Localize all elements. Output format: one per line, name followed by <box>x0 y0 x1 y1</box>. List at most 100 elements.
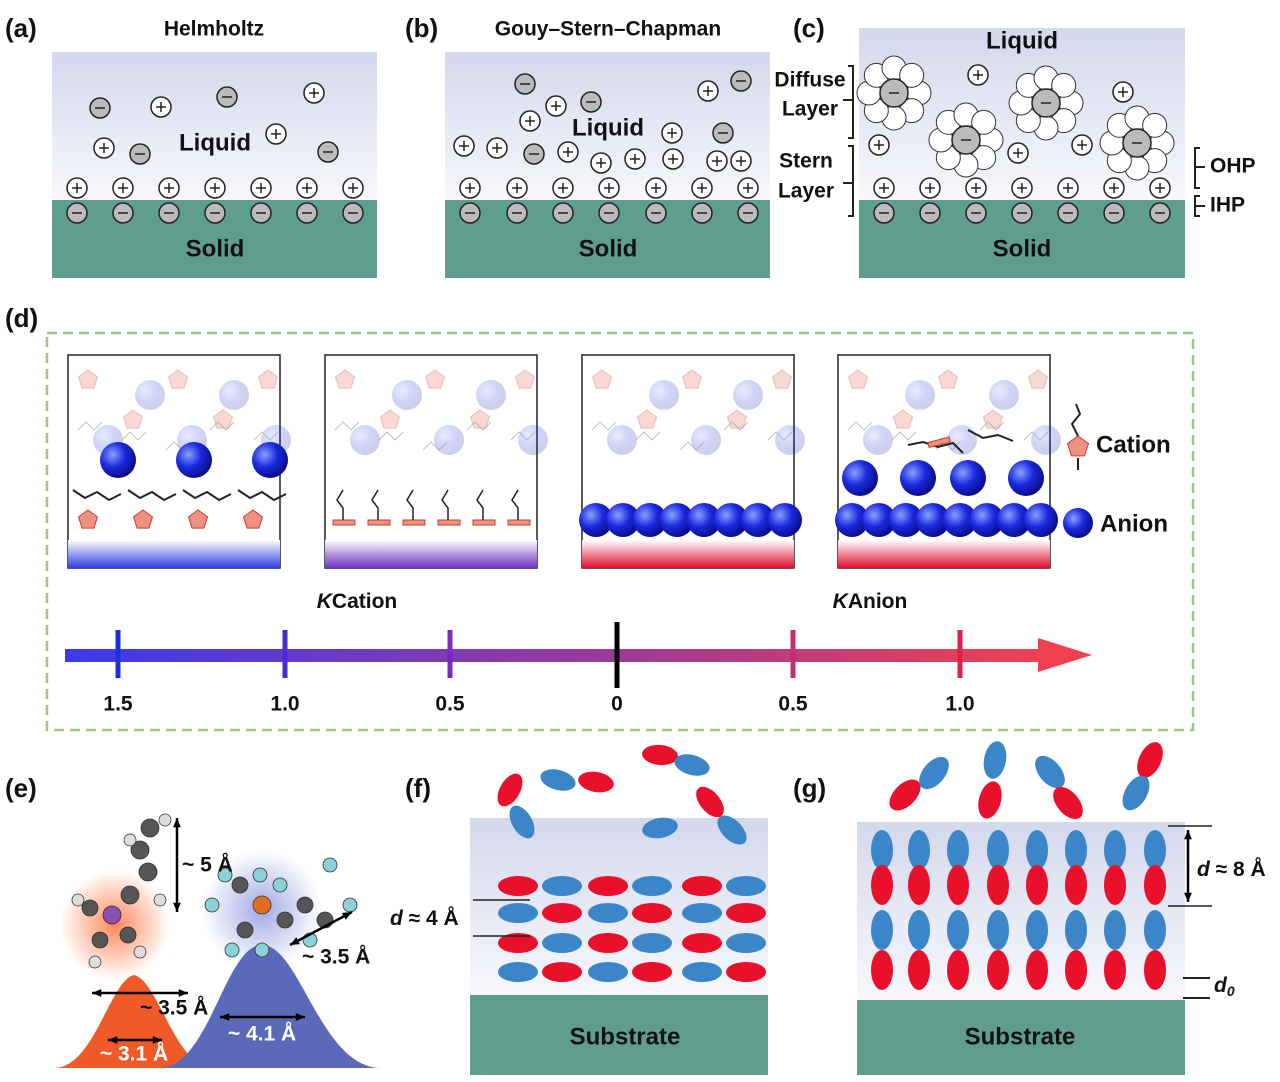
anion-sphere <box>905 380 935 410</box>
flat-ring <box>507 519 531 526</box>
atom <box>130 840 150 860</box>
chain <box>891 431 917 441</box>
ion-ellipse <box>632 903 672 923</box>
scale-label: 1.0 <box>945 693 974 716</box>
panel-label: (c) <box>793 13 825 43</box>
liquid-label: Liquid <box>572 114 644 141</box>
ion-ellipse <box>588 962 628 982</box>
solid-label: Solid <box>186 235 245 262</box>
cation-ring <box>982 409 1004 429</box>
dimension-line <box>473 899 530 937</box>
chain <box>907 440 964 454</box>
cation-ring <box>257 369 279 389</box>
solvent <box>899 62 925 88</box>
scale-label: 0 <box>611 693 623 716</box>
chain <box>441 489 449 520</box>
chain <box>679 441 705 451</box>
ion-ellipse <box>588 876 628 896</box>
legend-chain <box>1070 403 1082 470</box>
ion-ellipse <box>1065 865 1087 905</box>
ion-ellipse <box>871 950 893 990</box>
cation-ring <box>636 409 658 429</box>
anion-sphere <box>1008 460 1044 496</box>
anion-sphere <box>835 503 869 537</box>
ion-ellipse <box>498 903 538 923</box>
atom <box>119 926 137 944</box>
ion-ellipse <box>632 962 672 982</box>
atom <box>322 857 338 873</box>
distribution <box>55 975 212 1068</box>
flat-ring <box>472 519 496 526</box>
cation-ring <box>1027 369 1049 389</box>
ion-ellipse <box>498 876 538 896</box>
bracket <box>843 145 854 217</box>
anion-sphere <box>947 425 977 455</box>
spacing-label: d ≈ 8 Å <box>1197 857 1266 881</box>
ion-ellipse <box>632 933 672 953</box>
scale-label: 0.5 <box>435 693 465 716</box>
atom <box>81 899 99 917</box>
kappa-cation: KCation <box>317 590 398 613</box>
chain <box>127 489 177 502</box>
atom <box>71 893 85 907</box>
anion-sphere <box>633 503 667 537</box>
dimension-arrow <box>289 910 353 947</box>
atom <box>296 896 314 914</box>
chain <box>182 489 232 502</box>
flat-ring <box>927 436 951 449</box>
solvent <box>971 109 997 135</box>
cation-ring <box>132 509 154 529</box>
chain <box>121 431 147 441</box>
ion-ellipse <box>632 876 672 896</box>
cation-ring <box>681 369 703 389</box>
ion-ellipse <box>542 962 582 982</box>
dimension-label: ~ 5 Å <box>182 853 233 877</box>
ion-ellipse <box>1035 755 1065 789</box>
chain <box>723 421 749 431</box>
flat-ring <box>332 519 356 526</box>
anion-sphere <box>862 503 896 537</box>
arrowhead <box>178 989 188 997</box>
anion-sphere <box>691 425 721 455</box>
cation-ring <box>514 369 536 389</box>
chain <box>979 421 1005 431</box>
atom <box>254 942 270 958</box>
ion-ellipse <box>947 830 969 870</box>
ion-ellipse <box>682 933 722 953</box>
substrate-label: Substrate <box>965 1023 1076 1050</box>
panel-label: (b) <box>405 13 438 43</box>
electrode <box>582 540 794 568</box>
ion-ellipse <box>674 754 710 776</box>
ion-ellipse <box>726 903 766 923</box>
cation-ring <box>469 409 491 429</box>
atom <box>158 813 172 827</box>
ion-ellipse <box>871 865 893 905</box>
ion-ellipse <box>1026 830 1048 870</box>
atom <box>91 931 109 949</box>
atom <box>140 818 160 838</box>
ion-ellipse <box>1065 830 1087 870</box>
anion-sphere <box>741 503 775 537</box>
ion-ellipse <box>1104 830 1126 870</box>
cation-ring <box>892 409 914 429</box>
anion-sphere <box>970 503 1004 537</box>
cation-ring <box>122 409 144 429</box>
ion-ellipse <box>1065 910 1087 950</box>
cation-ring <box>771 369 793 389</box>
ion-ellipse <box>726 876 766 896</box>
chain <box>511 489 519 520</box>
atom <box>252 895 272 915</box>
cation-ring <box>242 509 264 529</box>
ion-ellipse <box>908 830 930 870</box>
atom <box>342 897 358 913</box>
flat-ring <box>437 519 461 526</box>
chain <box>967 429 1014 442</box>
spacing-label: d ≈ 4 Å <box>390 906 459 930</box>
cation-ring <box>937 369 959 389</box>
arrowhead <box>92 989 102 997</box>
ion-ellipse <box>498 933 538 953</box>
substrate-label: Substrate <box>570 1023 681 1050</box>
cation-ring <box>726 409 748 429</box>
cation-ring <box>847 369 869 389</box>
